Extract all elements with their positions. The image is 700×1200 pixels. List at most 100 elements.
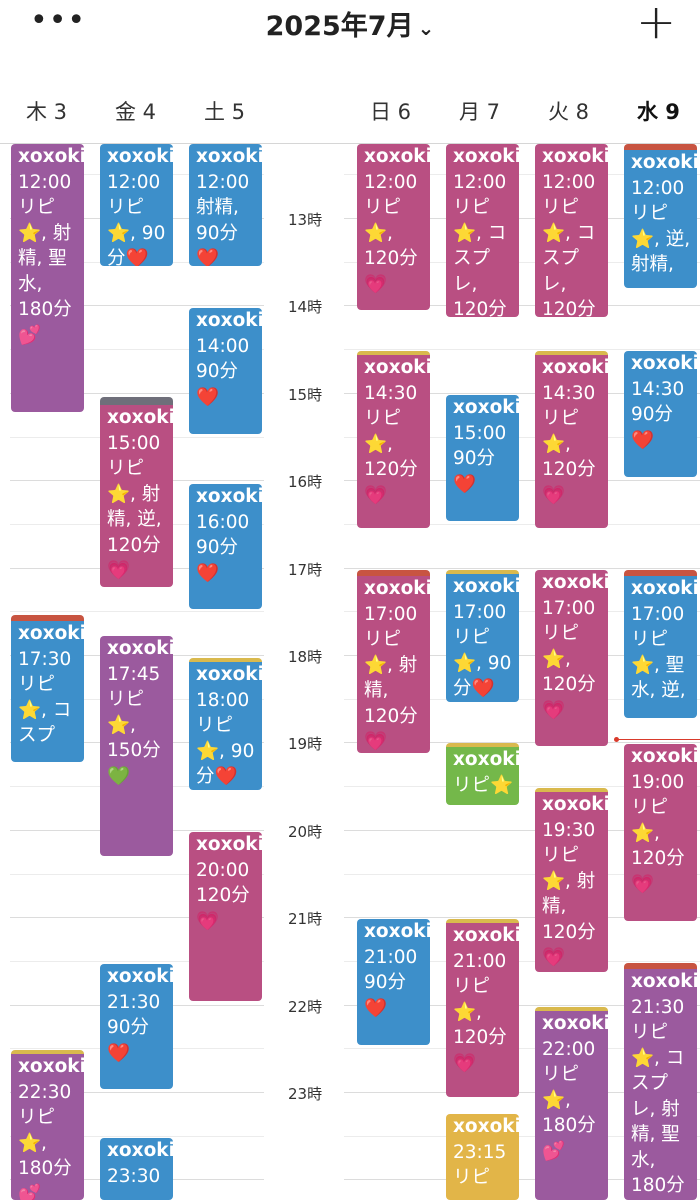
top-bar: ••• 2025年7月 ⌄ + bbox=[0, 0, 700, 60]
event-detail-line: 12:00 bbox=[107, 171, 161, 193]
calendar-event[interactable]: xoxoki 12:00 リピ ⭐, 射精, 聖水, 180分 💕 bbox=[11, 144, 84, 412]
calendar-event[interactable]: xoxoki 14:00 90分 ❤️ bbox=[189, 308, 262, 434]
hour-label: 17時 bbox=[288, 560, 323, 579]
event-detail-line: 17:00 bbox=[542, 597, 596, 619]
calendar-event[interactable]: xoxoki 15:00 リピ ⭐, 射精, 逆, 120分 💗 bbox=[100, 397, 173, 587]
event-detail-line: リピ bbox=[542, 408, 580, 429]
calendar-event[interactable]: xoxoki 12:00 リピ ⭐, 90 分❤️ bbox=[100, 144, 173, 266]
half-hour-gridline bbox=[10, 349, 264, 351]
event-title: xoxoki bbox=[196, 834, 262, 855]
event-detail-line: 120分 bbox=[542, 459, 596, 480]
event-detail-line: 💗 bbox=[364, 484, 388, 506]
event-title: xoxoki bbox=[18, 623, 84, 644]
event-detail-line: リピ bbox=[453, 976, 491, 997]
event-detail-line: ⭐, bbox=[542, 1089, 571, 1111]
day-header-2[interactable]: 金 4 bbox=[115, 100, 157, 124]
event-title: xoxoki bbox=[453, 146, 519, 167]
day-header-6[interactable]: 火 8 bbox=[548, 100, 590, 124]
event-detail-line: 22:30 bbox=[18, 1081, 72, 1103]
calendar-event[interactable]: xoxoki 17:00 リピ ⭐, 射精, 120分 💗 bbox=[357, 570, 430, 753]
event-title: xoxoki bbox=[107, 407, 173, 428]
event-detail-line: 120分 bbox=[364, 248, 418, 269]
event-detail-line: 14:30 bbox=[542, 382, 596, 404]
event-title: xoxoki bbox=[364, 357, 430, 378]
more-icon[interactable]: ••• bbox=[30, 3, 87, 38]
day-header-1[interactable]: 木 3 bbox=[26, 100, 68, 124]
event-detail-line: 16:00 bbox=[196, 511, 250, 533]
day-header-5[interactable]: 月 7 bbox=[459, 100, 501, 124]
day-header-4[interactable]: 日 6 bbox=[370, 100, 412, 124]
half-hour-gridline bbox=[10, 1135, 264, 1137]
day-header-3[interactable]: 土 5 bbox=[204, 100, 246, 124]
event-detail-line: 💗 bbox=[364, 731, 388, 752]
calendar-event[interactable]: xoxoki 19:00 リピ ⭐, 120分 💗 bbox=[624, 744, 697, 921]
hour-gridline bbox=[344, 218, 700, 219]
event-title: xoxoki bbox=[196, 664, 262, 685]
calendar-grid[interactable]: 13時 14時 15時 16時 17時 18時 19時 20時 21時 22時 23時 xoxoki 1… bbox=[0, 144, 700, 1200]
event-detail-line: スプ bbox=[542, 248, 580, 269]
event-title: xoxoki bbox=[364, 578, 430, 599]
calendar-event[interactable]: xoxoki 14:30 リピ ⭐, 120分 💗 bbox=[357, 351, 430, 528]
calendar-event[interactable]: xoxoki 12:00 射精, 90分 ❤️ bbox=[189, 144, 262, 266]
event-detail-line: 14:30 bbox=[364, 382, 418, 404]
calendar-event[interactable]: xoxoki 16:00 90分 ❤️ bbox=[189, 484, 262, 609]
calendar-event[interactable]: xoxoki 21:30 90分 ❤️ bbox=[100, 964, 173, 1089]
add-event-button[interactable]: + bbox=[636, 0, 677, 50]
event-detail-line: 水, 逆, bbox=[631, 680, 686, 701]
event-detail-line: レ, bbox=[453, 273, 478, 295]
chevron-down-icon[interactable]: ⌄ bbox=[417, 16, 435, 40]
calendar-event[interactable]: xoxoki 14:30 90分 ❤️ bbox=[624, 351, 697, 477]
calendar-event[interactable]: xoxoki 12:00 リピ ⭐, 逆, 射精, bbox=[624, 144, 697, 288]
half-hour-gridline bbox=[344, 523, 700, 525]
event-detail-line: ❤️ bbox=[196, 562, 220, 584]
half-hour-gridline bbox=[344, 349, 700, 351]
calendar-event[interactable]: xoxoki 22:00 リピ ⭐, 180分 💕 bbox=[535, 1007, 608, 1200]
hour-gridline bbox=[344, 567, 700, 569]
event-title: xoxoki bbox=[107, 146, 173, 167]
calendar-event[interactable]: xoxoki 20:00 120分 💗 bbox=[189, 832, 262, 1001]
calendar-event[interactable]: xoxoki 12:00 リピ ⭐, コスプ レ, 120分 bbox=[535, 144, 608, 317]
calendar-event[interactable]: xoxoki 21:00 リピ ⭐, 120分 💗 bbox=[446, 919, 519, 1097]
calendar-event[interactable]: xoxoki 22:30 リピ ⭐, 180分 💕 bbox=[11, 1050, 84, 1200]
calendar-event[interactable]: xoxoki 21:00 90分 ❤️ bbox=[357, 919, 430, 1045]
event-detail-line: リピ bbox=[364, 197, 402, 218]
calendar-event[interactable]: xoxoki 21:30 リピ ⭐, コスプ レ, 射精, 聖水, 180分 bbox=[624, 963, 697, 1200]
calendar-event[interactable]: xoxoki 15:00 90分 ❤️ bbox=[446, 395, 519, 521]
calendar-event[interactable]: xoxoki 23:30 bbox=[100, 1138, 173, 1200]
calendar-event[interactable]: xoxoki 17:30 リピ ⭐, コスプ bbox=[11, 615, 84, 762]
event-detail-line: ⭐, bbox=[18, 1132, 47, 1154]
day-header-7[interactable]: 水 9 bbox=[637, 100, 680, 124]
hour-gridline bbox=[10, 305, 264, 307]
event-detail-line: 💕 bbox=[542, 1140, 566, 1162]
calendar-event[interactable]: xoxoki 23:15 リピ bbox=[446, 1114, 519, 1200]
calendar-event[interactable]: xoxoki リピ⭐ bbox=[446, 743, 519, 805]
event-detail-line: ⭐, コ bbox=[453, 222, 507, 244]
current-time-dot bbox=[614, 737, 619, 742]
event-title: xoxoki bbox=[107, 638, 173, 659]
calendar-event[interactable]: xoxoki 17:00 リピ ⭐, 聖水, 逆, bbox=[624, 570, 697, 718]
calendar-event[interactable]: xoxoki 18:00 リピ ⭐, 90 分❤️ bbox=[189, 658, 262, 790]
event-title: xoxoki bbox=[453, 397, 519, 418]
calendar-event[interactable]: xoxoki 12:00 リピ ⭐, 120分 💗 bbox=[357, 144, 430, 310]
event-detail-line: 90分 bbox=[364, 972, 407, 993]
event-detail-line: 12:00 bbox=[453, 171, 507, 193]
event-detail-line: 120分 bbox=[364, 459, 418, 480]
month-title[interactable]: 2025年7月 ⌄ bbox=[0, 4, 700, 43]
month-title-text[interactable]: 2025年7月 bbox=[265, 11, 414, 42]
current-time-line bbox=[618, 739, 700, 740]
calendar-event[interactable]: xoxoki 17:00 リピ ⭐, 120分 💗 bbox=[535, 570, 608, 746]
hour-label: 13時 bbox=[288, 211, 323, 229]
calendar-event[interactable]: xoxoki 17:45 リピ ⭐, 150分 💚 bbox=[100, 636, 173, 856]
event-detail-line: ⭐, bbox=[542, 433, 571, 455]
hour-label: 15時 bbox=[288, 385, 323, 404]
event-title: xoxoki bbox=[542, 794, 608, 815]
event-detail-line: 90分 bbox=[196, 222, 239, 244]
calendar-event[interactable]: xoxoki 17:00 リピ ⭐, 90 分❤️ bbox=[446, 570, 519, 702]
calendar-event[interactable]: xoxoki 14:30 リピ ⭐, 120分 💗 bbox=[535, 351, 608, 528]
event-detail-line: 19:30 bbox=[542, 819, 596, 841]
event-detail-line: 23:30 bbox=[107, 1165, 161, 1187]
calendar-event[interactable]: xoxoki 19:30 リピ ⭐, 射精, 120分 💗 bbox=[535, 788, 608, 972]
calendar-event[interactable]: xoxoki 12:00 リピ ⭐, コスプ レ, 120分 bbox=[446, 144, 519, 317]
event-detail-line: ⭐, bbox=[107, 714, 136, 736]
event-detail-line: ⭐, 聖 bbox=[631, 654, 685, 676]
